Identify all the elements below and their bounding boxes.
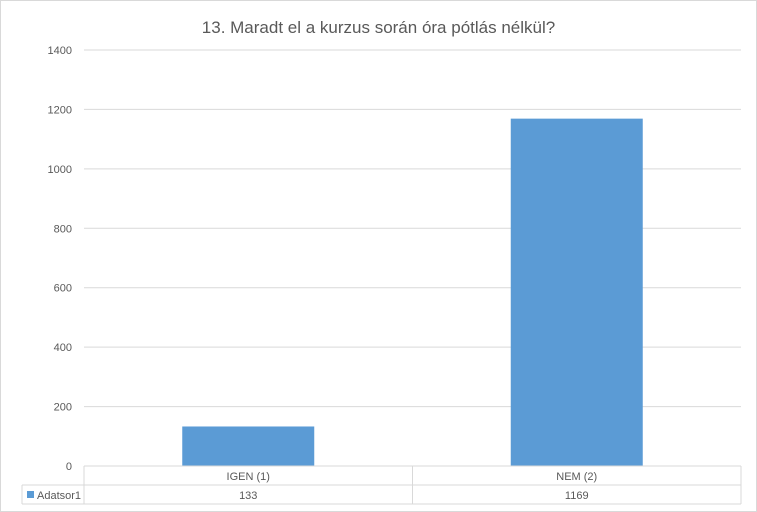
y-tick-label: 600	[54, 283, 72, 295]
data-table-value: 133	[239, 490, 257, 502]
legend-label: Adatsor1	[37, 490, 81, 502]
y-tick-label: 400	[54, 342, 72, 354]
y-tick-label: 200	[54, 402, 72, 414]
category-label: IGEN (1)	[227, 471, 270, 483]
bar	[510, 118, 643, 466]
data-table-value: 1169	[565, 490, 589, 502]
y-tick-label: 1200	[48, 104, 72, 116]
y-tick-label: 0	[66, 461, 72, 473]
y-tick-label: 1400	[48, 45, 72, 57]
y-tick-label: 800	[54, 223, 72, 235]
y-tick-label: 1000	[48, 164, 72, 176]
chart-title: 13. Maradt el a kurzus során óra pótlás …	[201, 18, 556, 37]
bar	[182, 426, 315, 466]
category-label: NEM (2)	[556, 471, 597, 483]
legend-swatch	[27, 491, 34, 498]
